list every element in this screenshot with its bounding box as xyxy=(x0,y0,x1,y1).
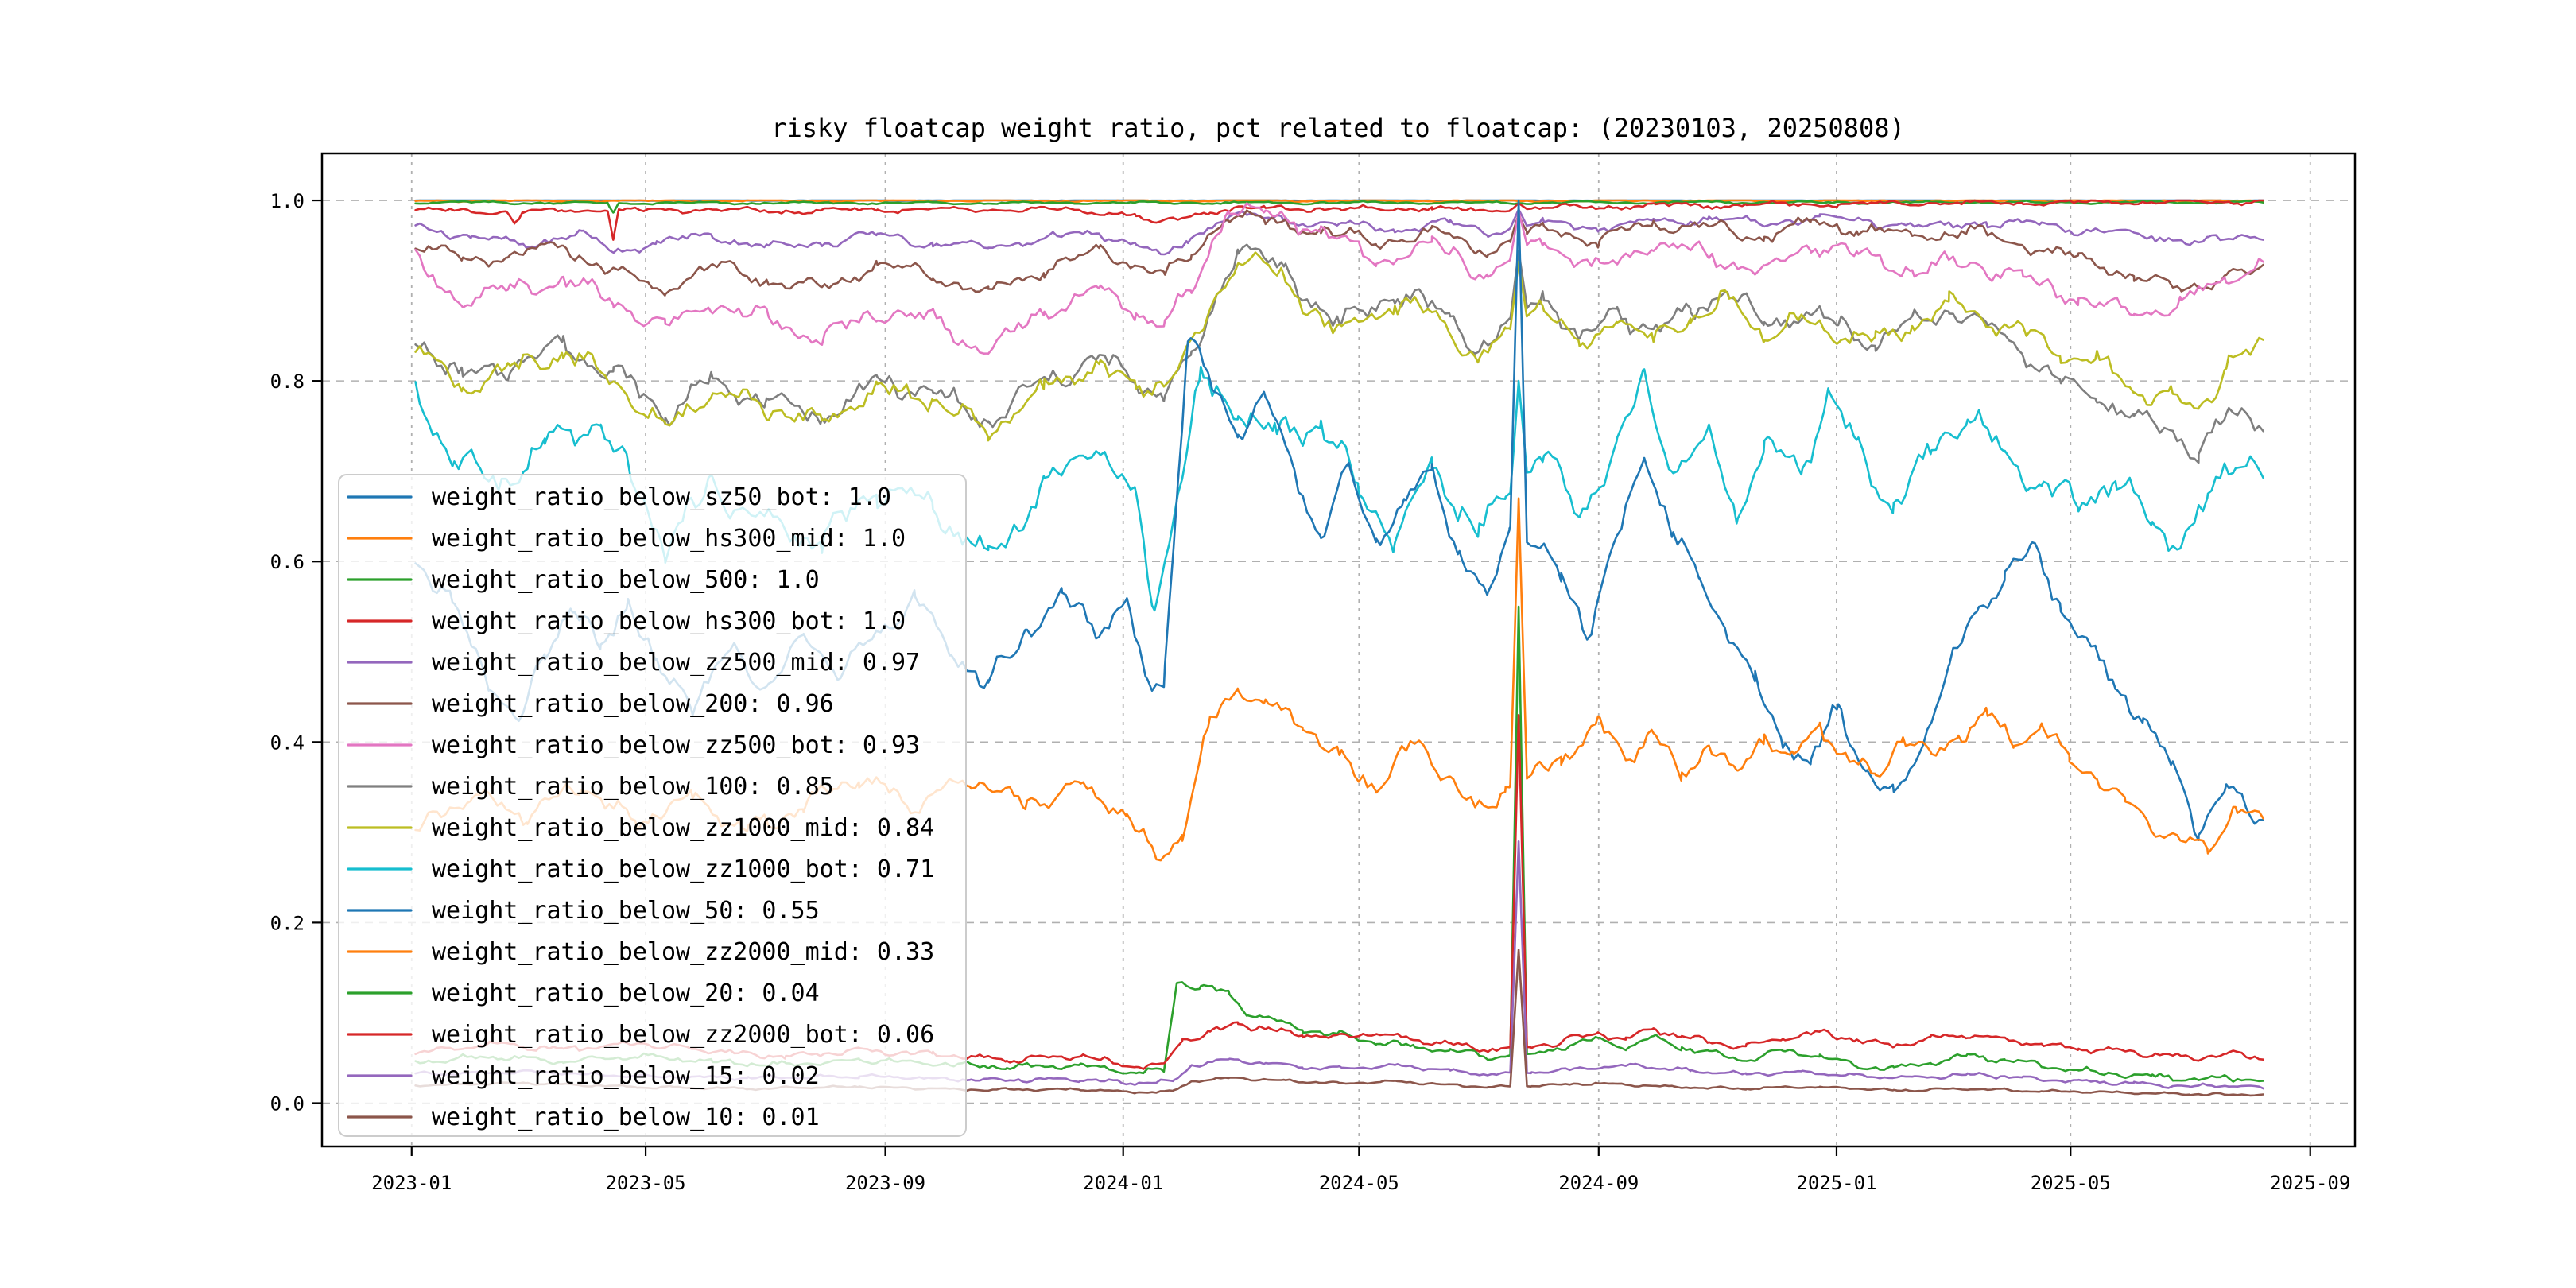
y-tick-label: 0.0 xyxy=(270,1092,305,1115)
x-tick-label: 2024-09 xyxy=(1558,1172,1639,1194)
legend-label-weight_ratio_below_10: weight_ratio_below_10: 0.01 xyxy=(432,1104,820,1131)
x-tick-label: 2023-01 xyxy=(371,1172,452,1194)
legend-label-weight_ratio_below_hs300_mid: weight_ratio_below_hs300_mid: 1.0 xyxy=(432,525,906,553)
series-line-weight_ratio_below_hs300_bot xyxy=(414,199,2264,241)
legend-entry: weight_ratio_below_zz2000_mid: 0.33 xyxy=(347,938,934,966)
plot-border xyxy=(320,152,2357,1148)
legend-entry: weight_ratio_below_10: 0.01 xyxy=(347,1104,820,1131)
y-tick-label: 0.2 xyxy=(270,912,305,934)
legend-label-weight_ratio_below_15: weight_ratio_below_15: 0.02 xyxy=(432,1062,820,1090)
legend-label-weight_ratio_below_zz500_bot: weight_ratio_below_zz500_bot: 0.93 xyxy=(432,731,920,759)
legend-entry: weight_ratio_below_hs300_bot: 1.0 xyxy=(347,607,906,635)
legend-label-weight_ratio_below_500: weight_ratio_below_500: 1.0 xyxy=(432,566,820,594)
y-tick-label: 0.8 xyxy=(270,370,305,393)
y-tick-label: 0.6 xyxy=(270,551,305,573)
series-line-weight_ratio_below_100 xyxy=(414,243,2264,464)
series-line-weight_ratio_below_200 xyxy=(414,209,2264,297)
x-tick-label: 2023-05 xyxy=(605,1172,685,1194)
legend-label-weight_ratio_below_zz1000_mid: weight_ratio_below_zz1000_mid: 0.84 xyxy=(432,814,934,842)
legend-entry: weight_ratio_below_200: 0.96 xyxy=(347,690,834,718)
x-tick-label: 2025-01 xyxy=(1796,1172,1876,1194)
legend-label-weight_ratio_below_100: weight_ratio_below_100: 0.85 xyxy=(432,773,834,801)
legend-entry: weight_ratio_below_zz1000_bot: 0.71 xyxy=(347,855,934,883)
chart-title: risky floatcap weight ratio, pct related… xyxy=(771,113,1905,143)
axes: 2023-01 2023-05 2023-09 2024-01 2024-05 2024-… xyxy=(270,190,2351,1194)
legend-entry: weight_ratio_below_50: 0.55 xyxy=(347,897,820,925)
legend-entry: weight_ratio_below_sz50_bot: 1.0 xyxy=(347,483,891,511)
series-line-weight_ratio_below_zz500_mid xyxy=(414,208,2264,256)
legend-entry: weight_ratio_below_zz2000_bot: 0.06 xyxy=(347,1021,934,1049)
y-tick-label: 0.4 xyxy=(270,731,305,754)
x-tick-label: 2024-05 xyxy=(1319,1172,1399,1194)
legend-label-weight_ratio_below_zz500_mid: weight_ratio_below_zz500_mid: 0.97 xyxy=(432,649,920,677)
series-line-weight_ratio_below_zz500_bot xyxy=(414,202,2264,355)
x-tick-label: 2025-05 xyxy=(2031,1172,2111,1194)
series-lines xyxy=(414,199,2264,1097)
legend-label-weight_ratio_below_zz2000_bot: weight_ratio_below_zz2000_bot: 0.06 xyxy=(432,1021,934,1049)
legend-label-weight_ratio_below_200: weight_ratio_below_200: 0.96 xyxy=(432,690,834,718)
series-line-weight_ratio_below_zz1000_mid xyxy=(414,251,2264,442)
legend-entry: weight_ratio_below_zz1000_mid: 0.84 xyxy=(347,814,934,842)
legend-label-weight_ratio_below_hs300_bot: weight_ratio_below_hs300_bot: 1.0 xyxy=(432,607,906,635)
legend-entry: weight_ratio_below_100: 0.85 xyxy=(347,773,834,801)
legend-entry: weight_ratio_below_hs300_mid: 1.0 xyxy=(347,525,906,553)
legend-label-weight_ratio_below_zz1000_bot: weight_ratio_below_zz1000_bot: 0.71 xyxy=(432,855,934,883)
legend: weight_ratio_below_sz50_bot: 1.0 weight_r… xyxy=(338,474,967,1137)
legend-entry: weight_ratio_below_500: 1.0 xyxy=(347,566,820,594)
x-tick-label: 2025-09 xyxy=(2270,1172,2350,1194)
legend-box xyxy=(338,474,967,1137)
legend-entry: weight_ratio_below_15: 0.02 xyxy=(347,1062,820,1090)
legend-label-weight_ratio_below_50: weight_ratio_below_50: 0.55 xyxy=(432,897,820,925)
legend-entry: weight_ratio_below_zz500_mid: 0.97 xyxy=(347,649,920,677)
legend-entry: weight_ratio_below_zz500_bot: 0.93 xyxy=(347,731,920,759)
legend-entry: weight_ratio_below_20: 0.04 xyxy=(347,980,820,1007)
y-tick-label: 1.0 xyxy=(270,190,305,212)
series-line-weight_ratio_below_hs300_mid xyxy=(414,199,2264,204)
x-tick-label: 2024-01 xyxy=(1083,1172,1163,1194)
x-tick-label: 2023-09 xyxy=(845,1172,925,1194)
legend-label-weight_ratio_below_sz50_bot: weight_ratio_below_sz50_bot: 1.0 xyxy=(432,483,891,511)
legend-label-weight_ratio_below_20: weight_ratio_below_20: 0.04 xyxy=(432,980,820,1007)
legend-label-weight_ratio_below_zz2000_mid: weight_ratio_below_zz2000_mid: 0.33 xyxy=(432,938,934,966)
